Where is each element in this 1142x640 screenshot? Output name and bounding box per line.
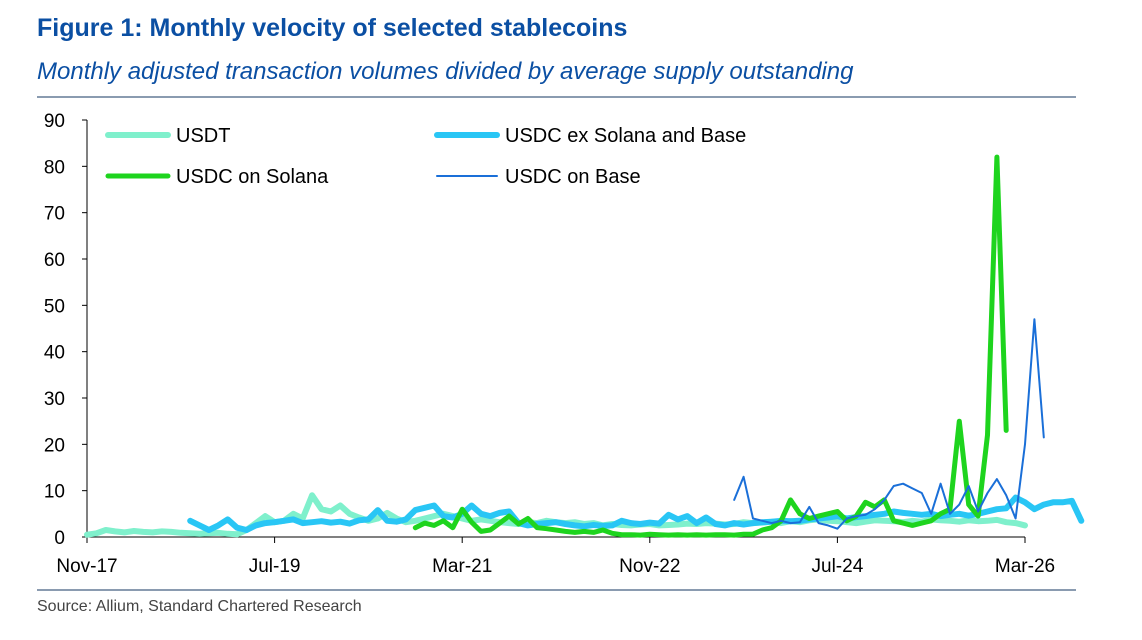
y-tick-label: 20	[44, 435, 65, 456]
y-tick-label: 50	[44, 296, 65, 317]
series-line-usdc-ex-solana-and-base	[187, 494, 1085, 533]
series-line-usdc-on-solana	[412, 154, 1009, 538]
top-rule	[37, 96, 1076, 98]
legend-label-usdc-on-base: USDC on Base	[505, 166, 641, 188]
x-tick-label: Jul-19	[249, 556, 301, 577]
legend-label-usdc-on-solana: USDC on Solana	[176, 166, 329, 188]
y-tick-label: 0	[54, 528, 65, 549]
series-line-usdc-on-base	[733, 318, 1045, 530]
y-tick-label: 40	[44, 343, 65, 364]
y-tick-label: 90	[44, 111, 65, 132]
y-tick-label: 70	[44, 204, 65, 225]
chart: 0 10 20 30 40 50 60 70 80 90 Nov-17 Jul-19 Mar-21 Nov…	[44, 111, 1085, 577]
source-note: Source: Allium, Standard Chartered Resea…	[37, 598, 362, 615]
y-tick-label: 10	[44, 482, 65, 503]
chart-legend: USDT USDC ex Solana and Base USDC on Solan…	[105, 125, 746, 188]
x-tick-label: Mar-26	[995, 556, 1055, 577]
x-tick-label: Nov-17	[56, 556, 117, 577]
x-tick-label: Nov-22	[619, 556, 680, 577]
y-tick-label: 30	[44, 389, 65, 410]
chart-axes: 0 10 20 30 40 50 60 70 80 90 Nov-17 Jul-19 Mar-21 Nov…	[44, 111, 1055, 577]
legend-label-usdc-ex-solana-and-base: USDC ex Solana and Base	[505, 125, 746, 147]
x-tick-label: Jul-24	[812, 556, 864, 577]
legend-label-usdt: USDT	[176, 125, 230, 147]
x-tick-label: Mar-21	[432, 556, 492, 577]
y-tick-label: 60	[44, 250, 65, 271]
figure-subtitle: Monthly adjusted transaction volumes div…	[37, 58, 854, 85]
figure-title: Figure 1: Monthly velocity of selected s…	[37, 14, 628, 42]
chart-series	[84, 154, 1085, 538]
bottom-rule	[37, 589, 1076, 591]
y-tick-label: 80	[44, 157, 65, 178]
